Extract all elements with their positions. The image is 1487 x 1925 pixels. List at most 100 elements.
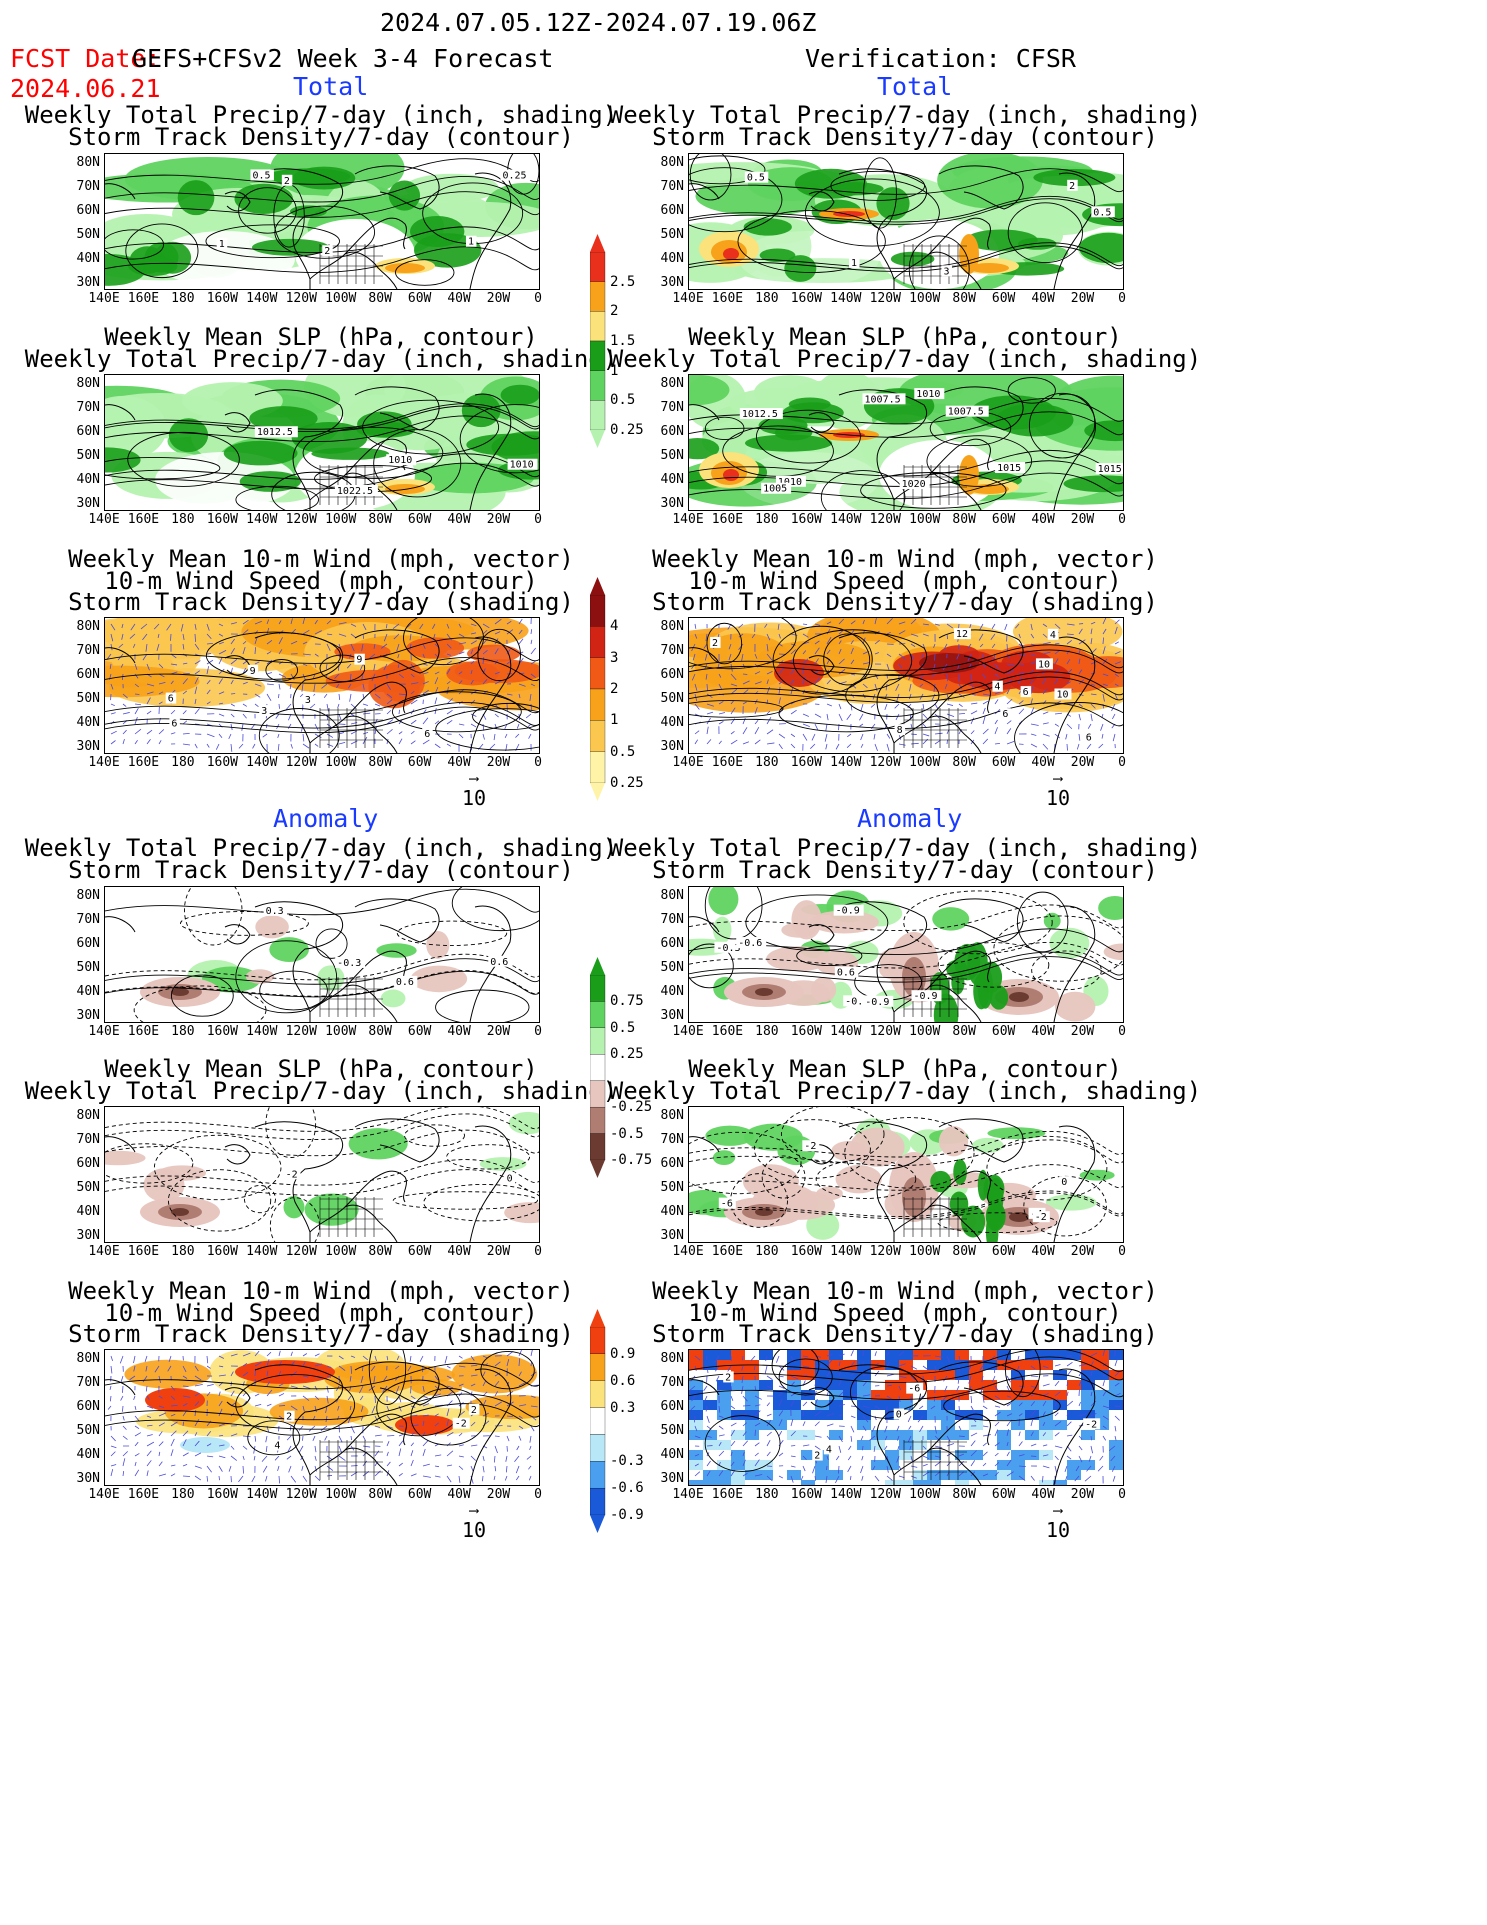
longitude-tick-label: 180 [171, 291, 195, 306]
longitude-tick-label: 0 [1118, 1244, 1126, 1259]
longitude-tick-label: 140W [830, 1244, 862, 1259]
latitude-tick-label: 60N [76, 1399, 100, 1414]
longitude-tick-label: 140E [88, 1244, 120, 1259]
longitude-tick-label: 80W [952, 291, 976, 306]
contour-label: 3 [261, 706, 267, 717]
longitude-tick-label: 120W [869, 1487, 901, 1502]
map-plot: 4 6 2 6 6 4 10 12 10 8 [689, 618, 1123, 753]
map-plot: -2 0 [105, 1107, 539, 1242]
vector-reference: ⟶ 10 [444, 1504, 504, 1542]
map-plot: 3 6 3 6 9 9 6 [105, 618, 539, 753]
vector-reference: ⟶ 10 [1028, 772, 1088, 810]
latitude-tick-label: 30N [660, 496, 684, 511]
longitude-tick-label: 0 [1118, 291, 1126, 306]
longitude-tick-label: 40W [447, 1024, 471, 1039]
map-plot: 0.6 -0.3 0.3 0.6 [105, 887, 539, 1022]
latitude-tick-label: 30N [76, 739, 100, 754]
latitude-tick-label: 50N [660, 448, 684, 463]
contour-label: 3 [943, 266, 949, 277]
contour-label: 6 [1086, 732, 1092, 743]
latitude-tick-label: 60N [76, 1156, 100, 1171]
latitude-tick-label: 80N [76, 888, 100, 903]
contour-label: 0.5 [747, 173, 765, 184]
latitude-tick-label: 30N [76, 1008, 100, 1023]
longitude-tick-label: 160E [711, 512, 744, 527]
verification-panel-title: 10-m Wind Speed (mph, contour) [688, 1298, 1122, 1327]
contour-label: -2 [1035, 1212, 1047, 1223]
forecast-anomaly-label: Anomaly [273, 804, 379, 833]
arrow-icon: ⟶ [1053, 771, 1063, 787]
contour-label: -6 [908, 1384, 920, 1395]
longitude-tick-label: 160E [127, 1024, 160, 1039]
map-plot: 2 1 0.5 0.25 1 2 [105, 154, 539, 289]
contour-label: 6 [171, 718, 177, 729]
longitude-tick-label: 40W [1031, 1487, 1055, 1502]
latitude-tick-label: 50N [76, 691, 100, 706]
longitude-tick-label: 60W [407, 512, 432, 527]
longitude-tick-label: 80W [952, 512, 976, 527]
longitude-tick-label: 120W [869, 291, 901, 306]
verification-panel-title: Weekly Mean SLP (hPa, contour) [688, 323, 1122, 351]
latitude-tick-label: 40N [76, 1447, 100, 1462]
longitude-tick-label: 140E [88, 755, 120, 770]
forecast-panel-title: Weekly Mean 10-m Wind (mph, vector) [68, 1277, 574, 1305]
contour-label: 0.6 [490, 957, 508, 968]
contour-label: 0 [507, 1173, 513, 1184]
forecast-panel-title: Weekly Mean SLP (hPa, contour) [104, 1055, 538, 1083]
verification-panel-title: Weekly Mean SLP (hPa, contour) [688, 1055, 1122, 1083]
longitude-tick-label: 20W [486, 291, 511, 306]
longitude-tick-label: 160E [711, 1244, 744, 1259]
longitude-tick-label: 160E [127, 755, 160, 770]
contour-label: 1022.5 [337, 486, 373, 497]
longitude-tick-label: 140E [672, 1487, 704, 1502]
longitude-tick-label: 120W [285, 512, 317, 527]
latitude-tick-label: 40N [76, 472, 100, 487]
colorbar-tick-label: -0.25 [610, 1099, 653, 1116]
contour-label: -0.9 [913, 991, 937, 1002]
latitude-tick-label: 40N [76, 1204, 100, 1219]
longitude-tick-label: 140E [88, 512, 120, 527]
longitude-tick-label: 60W [991, 1244, 1016, 1259]
verification-map-panel: -4-2-60-2 [688, 1106, 1124, 1243]
latitude-tick-label: 80N [76, 1351, 100, 1366]
vector-reference-value: 10 [1045, 786, 1071, 810]
latitude-tick-label: 40N [660, 984, 684, 999]
date-range-title: 2024.07.05.12Z-2024.07.19.06Z [380, 8, 817, 37]
latitude-tick-label: 70N [76, 912, 100, 927]
longitude-tick-label: 180 [171, 755, 195, 770]
latitude-tick-label: 40N [660, 251, 684, 266]
verification-panel-title: Weekly Total Precip/7-day (inch, shading… [608, 834, 1202, 862]
latitude-tick-label: 80N [660, 376, 684, 391]
longitude-tick-label: 80W [952, 1487, 976, 1502]
longitude-tick-label: 60W [407, 1487, 432, 1502]
longitude-tick-label: 120W [869, 512, 901, 527]
longitude-tick-label: 0 [534, 1024, 542, 1039]
longitude-tick-label: 140E [672, 512, 704, 527]
longitude-tick-label: 100W [325, 1024, 357, 1039]
latitude-tick-label: 70N [76, 1132, 100, 1147]
latitude-tick-label: 80N [660, 1108, 684, 1123]
colorbar-tick-label: 0.5 [610, 743, 636, 760]
longitude-tick-label: 60W [991, 291, 1016, 306]
longitude-tick-label: 140W [830, 1487, 862, 1502]
longitude-tick-label: 160W [790, 1244, 823, 1259]
longitude-tick-label: 160E [127, 512, 160, 527]
forecast-panel-title: Weekly Total Precip/7-day (inch, shading… [24, 344, 618, 373]
verification-panel-title: Weekly Mean 10-m Wind (mph, vector) [652, 545, 1158, 573]
contour-label: 6 [424, 729, 430, 740]
verification-panel-title: Weekly Total Precip/7-day (inch, shading… [608, 344, 1202, 373]
latitude-tick-label: 80N [76, 376, 100, 391]
longitude-tick-label: 0 [534, 1487, 542, 1502]
latitude-tick-label: 80N [76, 1108, 100, 1123]
longitude-tick-label: 80W [368, 1024, 392, 1039]
longitude-tick-label: 120W [285, 1244, 317, 1259]
forecast-panel-title: 10-m Wind Speed (mph, contour) [104, 566, 538, 595]
colorbar-tick-label: 0.6 [610, 1372, 636, 1389]
longitude-tick-label: 140E [672, 1024, 704, 1039]
longitude-tick-label: 20W [486, 1487, 511, 1502]
longitude-tick-label: 120W [285, 1024, 317, 1039]
latitude-tick-label: 70N [660, 1375, 684, 1390]
map-plot: 2 2 4 -2 [105, 1350, 539, 1485]
contour-label: 1010 [916, 389, 940, 400]
fcst-date-label: FCST Date: [10, 44, 161, 73]
